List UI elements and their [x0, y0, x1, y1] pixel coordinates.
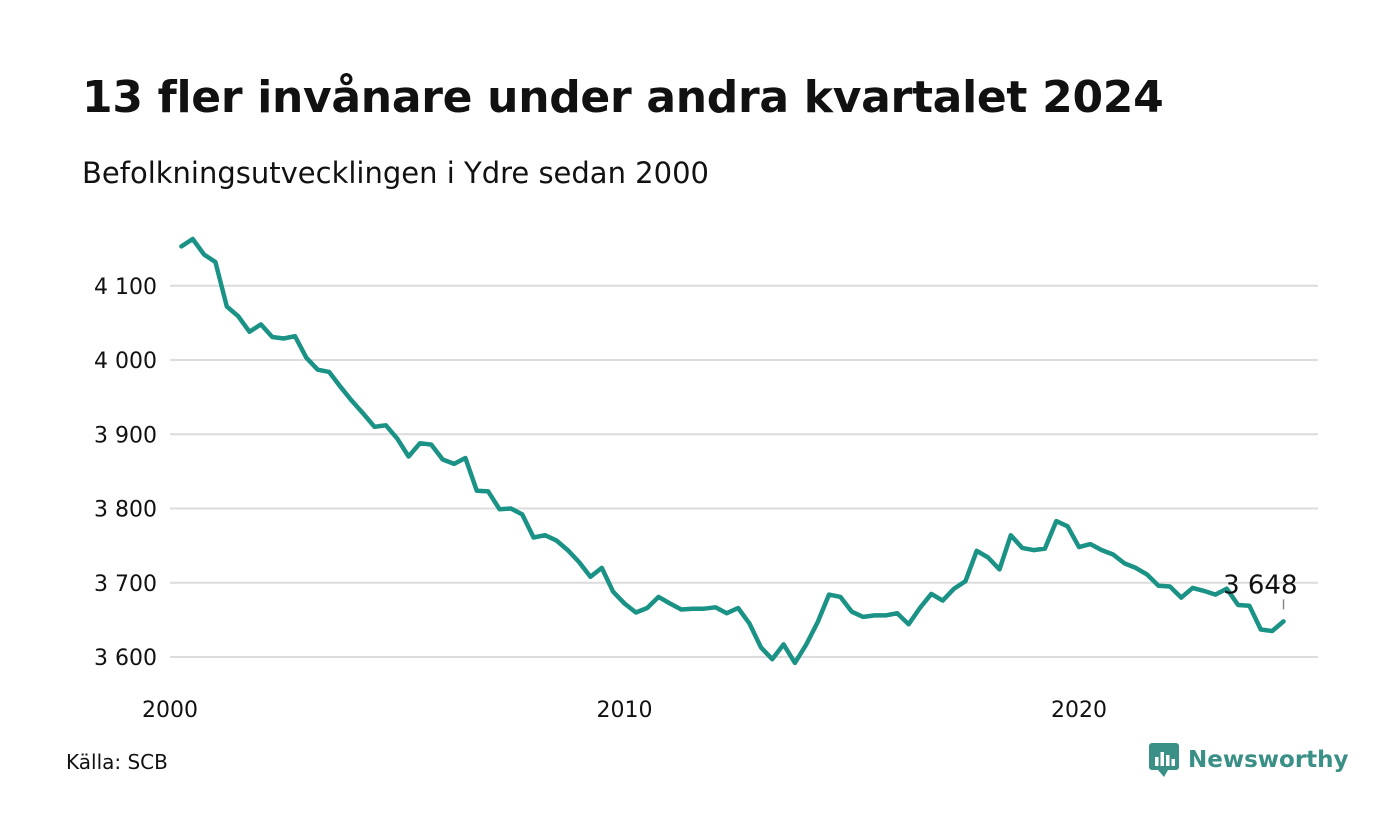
y-tick-label: 4 100 — [94, 275, 157, 300]
y-tick-label: 3 900 — [94, 423, 157, 448]
x-tick-label: 2000 — [142, 698, 198, 723]
y-tick-label: 3 800 — [94, 498, 157, 523]
end-value-label: 3 648 — [1223, 570, 1297, 600]
annotation-layer: 3 648 — [1223, 570, 1298, 610]
brand-name: Newsworthy — [1188, 747, 1349, 773]
x-tick-label: 2020 — [1051, 698, 1107, 723]
y-axis-tick-labels: 3 600 3 700 3 800 3 900 4 000 4 100 — [94, 275, 157, 671]
y-tick-label: 4 000 — [94, 349, 157, 374]
gridlines — [170, 284, 1318, 658]
chart-title: 13 fler invånare under andra kvartalet 2… — [82, 72, 1164, 123]
y-tick-label: 3 600 — [94, 646, 157, 671]
chart-subtitle: Befolkningsutvecklingen i Ydre sedan 200… — [82, 156, 709, 190]
x-axis-tick-labels: 2000 2010 2020 — [142, 698, 1107, 723]
population-series-line — [179, 236, 1286, 666]
x-tick-label: 2010 — [597, 698, 653, 723]
newsworthy-logo-icon — [1149, 743, 1179, 777]
brand: Newsworthy — [1148, 742, 1349, 778]
series-layer — [179, 236, 1286, 666]
y-tick-label: 3 700 — [94, 572, 157, 597]
source-note: Källa: SCB — [66, 750, 168, 774]
